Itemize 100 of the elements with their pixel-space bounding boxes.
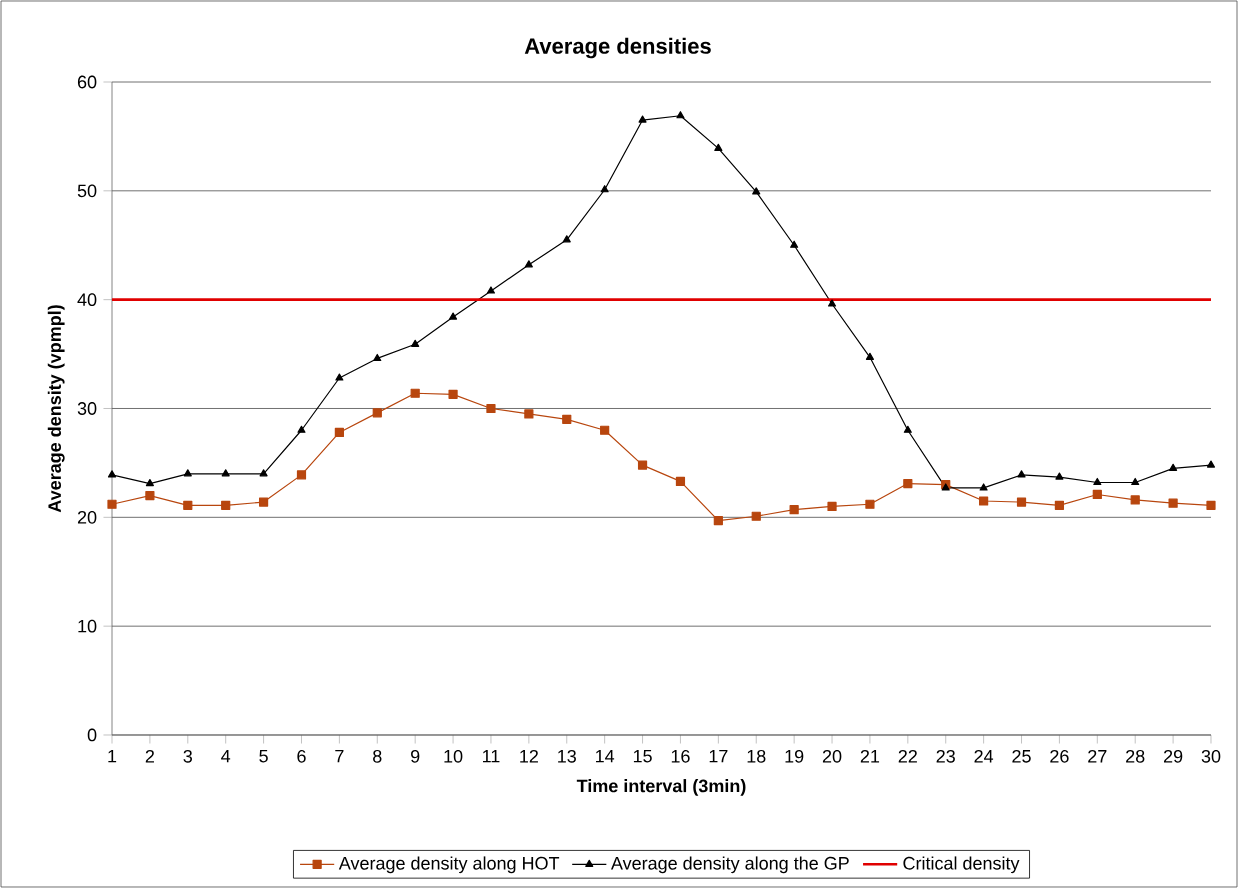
x-tick-label: 16 <box>671 749 690 763</box>
x-tick-label: 12 <box>520 749 538 763</box>
point <box>675 476 686 487</box>
point <box>827 299 837 307</box>
point <box>1131 477 1140 486</box>
x-tick-label: 8 <box>373 749 382 763</box>
point <box>1169 463 1178 471</box>
legend-label: Critical density <box>903 856 1020 874</box>
x-tick-label: 22 <box>898 749 917 763</box>
point <box>524 260 533 268</box>
point <box>600 185 609 193</box>
point <box>486 286 496 294</box>
point <box>903 425 912 433</box>
point <box>259 469 268 477</box>
point <box>562 235 571 243</box>
y-tick-label: 30 <box>77 402 97 415</box>
x-tick-label: 14 <box>596 749 615 763</box>
point <box>145 478 154 487</box>
point <box>145 490 155 501</box>
legend-label: Average density along the GP <box>610 856 849 874</box>
point <box>335 373 344 381</box>
point <box>221 500 231 510</box>
point <box>448 389 458 399</box>
point <box>1055 472 1064 480</box>
point <box>297 425 306 433</box>
point <box>334 427 344 438</box>
x-tick-label: 6 <box>297 749 306 763</box>
x-tick-label: 5 <box>259 749 268 763</box>
x-tick-label: 11 <box>483 749 500 763</box>
y-tick-label: 50 <box>77 184 97 198</box>
point <box>637 460 648 470</box>
point <box>1017 470 1026 478</box>
x-tick-label: 26 <box>1050 749 1069 763</box>
point <box>562 414 572 424</box>
point <box>865 499 875 509</box>
x-tick-label: 27 <box>1088 749 1107 763</box>
point <box>373 353 382 362</box>
y-tick-label: 60 <box>77 75 97 89</box>
point <box>903 478 913 489</box>
x-tick-label: 2 <box>145 749 154 763</box>
y-tick-label: 40 <box>77 293 97 307</box>
point <box>827 501 837 512</box>
point <box>865 352 874 360</box>
point <box>638 115 647 123</box>
point <box>600 425 610 435</box>
point <box>1168 498 1178 508</box>
point <box>979 496 989 506</box>
x-tick-label: 15 <box>633 749 652 763</box>
point <box>183 469 192 477</box>
point <box>714 143 723 151</box>
x-tick-label: 13 <box>558 749 576 763</box>
x-tick-label: 4 <box>221 749 231 763</box>
point <box>183 500 193 510</box>
x-tick-label: 24 <box>974 749 994 763</box>
x-tick-label: 29 <box>1164 749 1183 763</box>
x-tick-label: 3 <box>183 749 193 763</box>
x-tick-label: 21 <box>860 749 880 763</box>
point <box>1016 497 1027 507</box>
point <box>107 470 117 478</box>
point <box>1092 489 1102 500</box>
point <box>107 499 117 509</box>
point <box>372 408 382 418</box>
point <box>1130 495 1140 505</box>
x-tick-label: 19 <box>785 749 804 763</box>
x-tick-label: 10 <box>444 749 463 763</box>
x-tick-label: 17 <box>709 749 728 763</box>
y-tick-label: 20 <box>77 510 97 524</box>
point <box>524 409 534 419</box>
point <box>449 312 458 320</box>
point <box>296 470 307 480</box>
chart-title: Average densities <box>524 37 711 59</box>
point <box>1206 460 1216 468</box>
y-tick-label: 0 <box>87 728 97 742</box>
legend-label: Average density along HOT <box>338 856 560 874</box>
point <box>1054 500 1065 510</box>
y-axis-title: Average density (vpmpl) <box>47 305 65 513</box>
point <box>979 483 988 491</box>
point <box>1093 477 1102 486</box>
x-tick-label: 9 <box>411 749 420 763</box>
y-tick-label: 10 <box>78 619 97 633</box>
x-tick-label: 28 <box>1126 749 1145 763</box>
x-tick-label: 30 <box>1201 749 1221 763</box>
point <box>676 111 685 119</box>
x-tick-label: 20 <box>822 749 842 763</box>
point <box>751 511 761 521</box>
point <box>790 240 799 248</box>
x-tick-label: 25 <box>1012 749 1031 763</box>
x-tick-label: 23 <box>936 749 955 763</box>
x-tick-label: 1 <box>108 749 117 763</box>
point <box>221 469 230 477</box>
point <box>258 497 269 507</box>
point <box>1206 500 1216 510</box>
point <box>486 403 496 414</box>
x-axis-title: Time interval (3min) <box>576 779 746 796</box>
point <box>410 388 420 398</box>
point <box>713 515 723 526</box>
point <box>752 187 761 195</box>
x-tick-label: 7 <box>335 749 344 763</box>
x-tick-label: 18 <box>747 749 766 763</box>
point <box>411 339 420 347</box>
